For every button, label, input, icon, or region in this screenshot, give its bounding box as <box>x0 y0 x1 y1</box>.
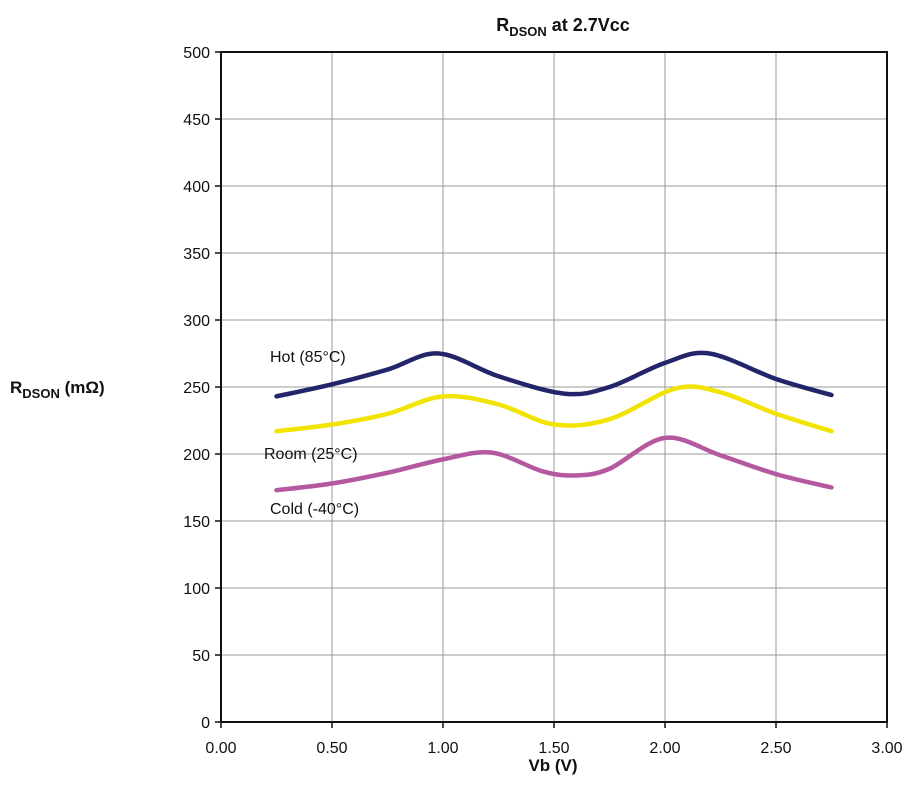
x-tick-label: 2.00 <box>649 740 680 757</box>
x-tick-label: 0.50 <box>316 740 347 757</box>
y-tick-label: 450 <box>183 112 210 129</box>
x-tick-label: 2.50 <box>760 740 791 757</box>
series-lines <box>274 350 834 493</box>
y-tick-label: 0 <box>201 715 210 732</box>
y-tick-label: 250 <box>183 380 210 397</box>
series-label-room: Room (25°C) <box>264 446 358 463</box>
x-tick-label: 3.00 <box>871 740 902 757</box>
x-tick-label: 1.00 <box>427 740 458 757</box>
grid <box>221 52 887 722</box>
series-label-cold: Cold (-40°C) <box>270 501 359 518</box>
y-axis-title: RDSON (mΩ) <box>10 378 105 401</box>
chart-title-main: R <box>496 15 509 35</box>
y-tick-label: 100 <box>183 581 210 598</box>
y-tick-label: 300 <box>183 313 210 330</box>
tick-labels: 0.00 0.50 1.00 1.50 2.00 2.50 3.00 0 50 100 150 200… <box>183 45 902 757</box>
y-axis-title-main: R <box>10 378 22 397</box>
y-tick-label: 400 <box>183 179 210 196</box>
x-tick-label: 1.50 <box>538 740 569 757</box>
y-tick-label: 350 <box>183 246 210 263</box>
series-line-cold <box>274 435 834 493</box>
series-line-hot <box>274 350 834 399</box>
x-axis-title: Vb (V) <box>528 756 577 775</box>
chart-title-rest: at 2.7Vcc <box>547 15 630 35</box>
series-line-room <box>274 384 834 434</box>
chart-title: RDSON at 2.7Vcc <box>496 15 630 39</box>
y-tick-label: 150 <box>183 514 210 531</box>
x-tick-label: 0.00 <box>205 740 236 757</box>
y-axis-title-sub: DSON <box>22 386 60 401</box>
series-label-hot: Hot (85°C) <box>270 349 346 366</box>
y-tick-label: 500 <box>183 45 210 62</box>
y-axis-title-rest: (mΩ) <box>60 378 105 397</box>
chart-title-sub: DSON <box>509 24 547 39</box>
y-tick-label: 200 <box>183 447 210 464</box>
y-tick-label: 50 <box>192 648 210 665</box>
